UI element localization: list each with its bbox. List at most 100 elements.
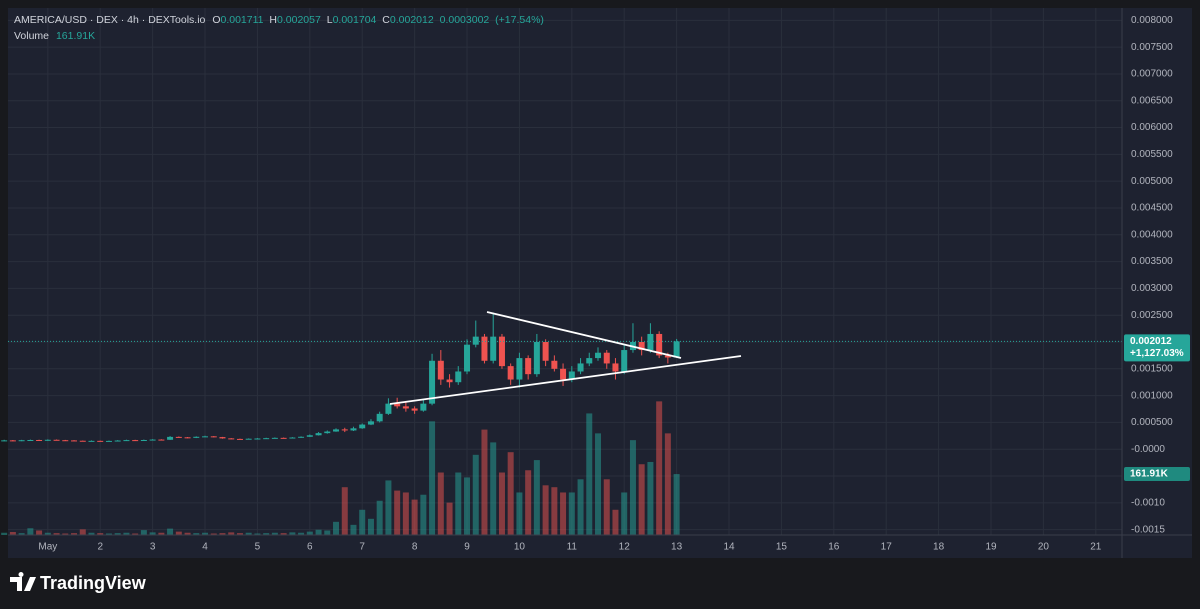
- candle-body: [298, 436, 305, 438]
- volume-bar: [638, 464, 645, 535]
- volume-bar: [656, 401, 663, 535]
- volume-bar: [621, 492, 628, 535]
- last-volume-box: [1124, 467, 1190, 482]
- volume-bar: [175, 531, 182, 535]
- volume-bar: [140, 530, 147, 535]
- volume-bar: [551, 487, 558, 535]
- volume-bar: [315, 529, 322, 535]
- y-tick-label: -0.0015: [1131, 524, 1165, 535]
- volume-bar: [629, 440, 636, 535]
- candle-body: [123, 440, 130, 442]
- candle-body: [1, 440, 8, 442]
- candle-body: [455, 371, 462, 383]
- volume-bar: [359, 509, 366, 535]
- axes: May 2 3 4 5 6 7 8 9 10 11 12 13 14 15 16 17 18 19 20 21 0.008…: [38, 15, 1190, 553]
- candle-body: [638, 341, 645, 351]
- y-tick-label: -0.0000: [1131, 444, 1165, 455]
- x-tick-label: May: [38, 542, 57, 553]
- volume-bar: [341, 487, 348, 535]
- volume-bar: [280, 533, 287, 535]
- volume-layer: [1, 401, 680, 535]
- grid: [8, 8, 1122, 535]
- candle-body: [664, 355, 671, 358]
- volume-legend: Volume 161.91K: [14, 30, 95, 42]
- volume-bar: [97, 533, 104, 535]
- volume-bar: [18, 533, 25, 535]
- y-tick-label: 0.002500: [1131, 310, 1173, 321]
- candle-body: [228, 438, 235, 440]
- candle-body: [184, 437, 191, 439]
- candle-body: [437, 360, 444, 380]
- candle-body: [577, 363, 584, 372]
- y-tick-label: 0.004500: [1131, 203, 1173, 214]
- ohlc-key: L: [327, 14, 333, 26]
- candle-body: [359, 424, 366, 429]
- y-tick-label: 0.001500: [1131, 363, 1173, 374]
- volume-bar: [385, 480, 392, 535]
- x-tick-label: 6: [307, 542, 313, 553]
- ohlc-key: O: [212, 14, 220, 26]
- last-change-label: +1,127.03%: [1130, 348, 1184, 359]
- candle-body: [193, 436, 200, 438]
- volume-bar: [228, 532, 235, 535]
- candle-body: [516, 358, 523, 380]
- volume-bar: [79, 529, 86, 535]
- candle-body: [210, 436, 217, 438]
- y-tick-label: -0.0010: [1131, 497, 1165, 508]
- x-tick-label: 7: [359, 542, 365, 553]
- volume-bar: [236, 533, 243, 535]
- candle-body: [568, 371, 575, 380]
- x-tick-label: 4: [202, 542, 208, 553]
- candle-body: [140, 440, 147, 442]
- last-volume-label: 161.91K: [1130, 469, 1169, 480]
- candle-body: [472, 336, 479, 345]
- candle-body: [271, 437, 278, 439]
- x-tick-label: 3: [150, 542, 156, 553]
- candle-body: [481, 336, 488, 361]
- change: 0.0003002: [440, 14, 490, 26]
- candle-body: [533, 341, 540, 375]
- candle-body: [324, 431, 331, 434]
- volume-bar: [350, 524, 357, 535]
- candle-body: [394, 403, 401, 407]
- brand-name: TradingView: [40, 573, 147, 593]
- volume-bar: [603, 479, 610, 535]
- volume-bar: [394, 490, 401, 535]
- trend-line: [389, 355, 742, 405]
- candle-layer: [1, 312, 1122, 442]
- volume-bar: [673, 474, 680, 535]
- y-tick-label: 0.000500: [1131, 417, 1173, 428]
- ohlc-key: H: [269, 14, 277, 26]
- candle-body: [114, 440, 121, 442]
- volume-bar: [533, 460, 540, 535]
- candle-body: [97, 440, 104, 442]
- candle-body: [647, 333, 654, 351]
- x-tick-label: 11: [567, 542, 578, 553]
- volume-bar: [586, 413, 593, 535]
- volume-bar: [411, 499, 418, 535]
- volume-bar: [149, 532, 156, 535]
- volume-bar: [481, 429, 488, 535]
- volume-bar: [193, 533, 200, 535]
- volume-bar: [429, 421, 436, 535]
- volume-bar: [568, 492, 575, 535]
- volume-bar: [647, 461, 654, 535]
- candle-body: [420, 403, 427, 411]
- candle-body: [44, 439, 51, 441]
- volume-bar: [437, 472, 444, 535]
- volume-bar: [202, 532, 209, 535]
- volume-bar: [298, 532, 305, 535]
- x-tick-label: 10: [514, 542, 526, 553]
- volume-bar: [219, 533, 226, 535]
- candle-body: [498, 336, 505, 367]
- y-tick-label: 0.007500: [1131, 42, 1173, 53]
- volume-bar: [289, 532, 296, 535]
- volume-bar: [507, 452, 514, 535]
- candle-body: [105, 440, 112, 442]
- candle-body: [542, 341, 549, 361]
- x-tick-label: 5: [255, 542, 261, 553]
- volume-bar: [254, 533, 261, 535]
- volume-bar: [367, 518, 374, 535]
